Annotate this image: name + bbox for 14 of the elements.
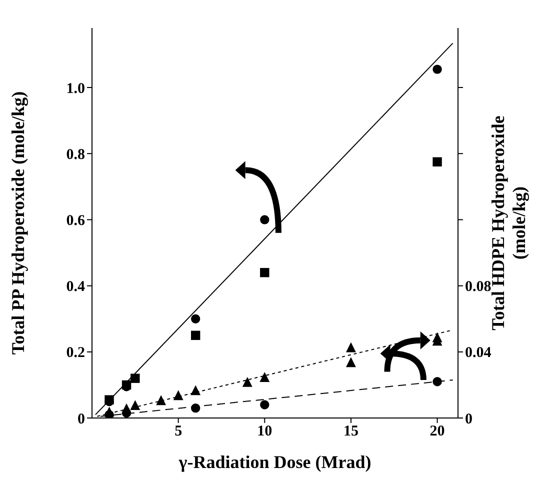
y2-tick-label: 0.04: [465, 345, 492, 362]
x-tick-label: 20: [430, 424, 445, 440]
y-tick-label: 0: [78, 411, 85, 428]
y-tick-label: 1.0: [66, 80, 85, 97]
x-tick-label: 5: [174, 424, 182, 440]
y-tick-label: 0.6: [66, 213, 86, 230]
x-axis-title: γ-Radiation Dose (Mrad): [178, 452, 372, 472]
x-tick-label: 15: [343, 424, 358, 440]
x-tick-label: 10: [257, 424, 272, 440]
y-tick-label: 0.8: [66, 146, 85, 163]
y-axis-title: Total PP Hydroperoxide (mole/kg): [8, 91, 28, 355]
y-tick-label: 0.2: [66, 345, 85, 362]
y-tick-label: 0.4: [66, 279, 86, 296]
y2-tick-label: 0: [465, 411, 472, 428]
